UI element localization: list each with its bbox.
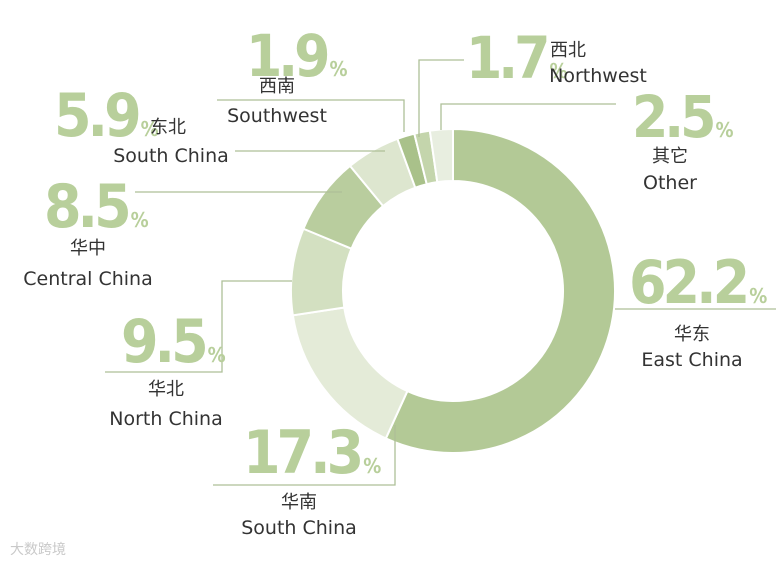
- region-name-en-1: South China: [241, 517, 357, 539]
- slice-label-6: 1.7 %西北 Northwest: [418, 24, 647, 137]
- leader-line-6: [418, 59, 464, 137]
- slice-label-1: 17.3 % 华南 South China: [213, 418, 396, 539]
- slice-label-3: 8.5 %华中 Central China: [23, 172, 342, 290]
- region-name-cn-2: 华北: [148, 379, 184, 400]
- slice-label-0: 62.2 % 华东 East China: [615, 248, 776, 371]
- donut-slice-0: [384, 127, 616, 454]
- slice-label-4: 5.9 %东北 South China: [54, 81, 385, 167]
- percent-value-3: 8.5%: [44, 172, 149, 242]
- percent-value-4: 5.9%: [54, 81, 159, 151]
- region-name-en-2: North China: [109, 408, 222, 430]
- leader-line-1: [213, 425, 396, 486]
- region-name-en-4: South China: [113, 145, 229, 167]
- region-name-cn-3: 华中: [70, 238, 106, 259]
- slice-label-5: 1.9 %西南 Southwest: [217, 22, 405, 132]
- region-name-en-0: East China: [641, 349, 742, 371]
- region-name-cn-5: 西南: [259, 76, 295, 97]
- slice-label-7: 2.5 %其它 Other: [440, 83, 733, 194]
- region-name-cn-4: 东北: [150, 117, 186, 138]
- region-name-cn-0: 华东: [674, 324, 710, 345]
- region-name-cn-6: 西北: [550, 40, 586, 61]
- percent-value-0: 62.2%: [629, 248, 767, 318]
- percent-value-1: 17.3%: [243, 418, 381, 488]
- percent-value-6: 1.7%: [466, 24, 567, 92]
- region-name-cn-1: 华南: [281, 492, 317, 513]
- region-name-en-5: Southwest: [227, 105, 327, 127]
- donut-slice-7: [428, 127, 454, 184]
- watermark-text: 大数跨境: [10, 542, 66, 558]
- leader-line-7: [440, 103, 616, 130]
- region-name-en-6: Northwest: [549, 65, 647, 87]
- region-name-cn-7: 其它: [652, 146, 688, 167]
- region-name-en-7: Other: [643, 172, 697, 194]
- percent-value-2: 9.5%: [121, 307, 226, 377]
- region-name-en-3: Central China: [23, 268, 153, 290]
- percent-value-5: 1.9%: [246, 22, 347, 90]
- leader-line-2: [105, 280, 292, 373]
- slice-label-2: 9.5 %华北 North China: [105, 280, 292, 430]
- leader-line-5: [217, 99, 405, 132]
- percent-value-7: 2.5%: [632, 83, 733, 151]
